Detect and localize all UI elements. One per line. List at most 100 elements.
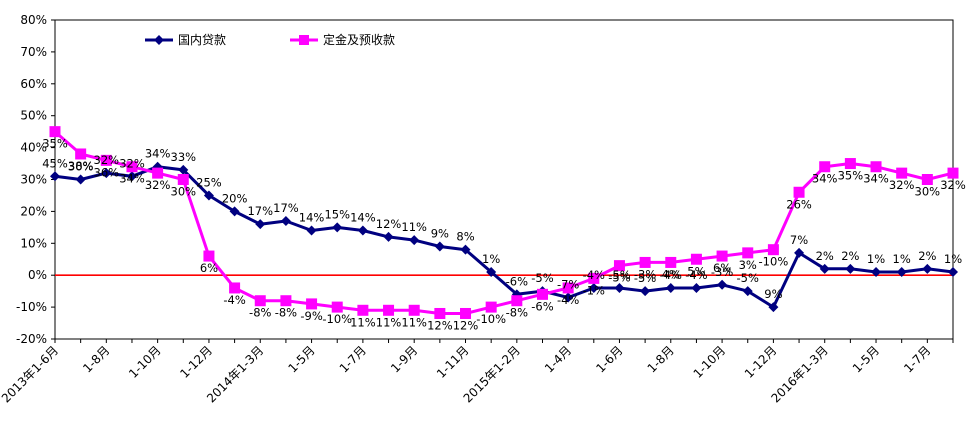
data-label: -4% bbox=[223, 293, 245, 307]
data-point-diamond bbox=[871, 267, 882, 278]
data-point-square bbox=[536, 288, 548, 300]
y-axis: -20% -10% 0% 10% 20% 30% 40% 50% 60% 70% 80% bbox=[16, 13, 55, 346]
data-label: 2% bbox=[816, 249, 834, 263]
data-point-diamond bbox=[588, 282, 599, 293]
legend-marker-square bbox=[299, 35, 309, 45]
data-label: 8% bbox=[456, 230, 474, 244]
data-labels: 45% 30% 32% 32%34% 33%25%20%17% 17%14% 15% 14% 1… bbox=[42, 137, 966, 333]
data-point-square bbox=[947, 167, 959, 179]
data-point-diamond bbox=[357, 225, 368, 236]
data-label: 38% bbox=[68, 159, 94, 173]
data-label: 11% bbox=[376, 315, 402, 329]
data-point-diamond bbox=[280, 215, 291, 226]
data-point-diamond bbox=[794, 247, 805, 258]
data-point-square bbox=[331, 301, 343, 313]
data-label: 35% bbox=[42, 137, 68, 151]
data-point-diamond bbox=[75, 174, 86, 185]
data-label: 12% bbox=[376, 217, 402, 231]
data-label: -3% bbox=[711, 265, 733, 279]
data-point-diamond bbox=[50, 171, 60, 182]
legend-label: 定金及预收款 bbox=[323, 32, 395, 47]
data-label: 7% bbox=[790, 233, 808, 247]
data-label: 33% bbox=[171, 150, 197, 164]
data-point-diamond bbox=[640, 286, 651, 297]
data-point-diamond bbox=[255, 219, 266, 230]
data-label: -10% bbox=[759, 255, 789, 269]
data-label: 25% bbox=[196, 175, 222, 189]
data-point-square bbox=[49, 126, 61, 138]
y-tick-label: 60% bbox=[20, 77, 47, 91]
data-point-square bbox=[511, 295, 523, 307]
data-label: 1% bbox=[944, 252, 962, 266]
data-point-diamond bbox=[948, 267, 958, 278]
data-label: 12% bbox=[453, 318, 479, 332]
data-point-square bbox=[177, 174, 189, 185]
data-point-square bbox=[152, 167, 164, 179]
data-label: 30% bbox=[171, 185, 197, 199]
y-tick-label: 20% bbox=[20, 204, 47, 218]
data-label: 35% bbox=[838, 169, 864, 183]
data-point-diamond bbox=[409, 235, 420, 246]
data-point-square bbox=[742, 247, 754, 259]
data-label: 32% bbox=[889, 178, 915, 192]
data-point-square bbox=[254, 295, 266, 307]
data-label: -4% bbox=[583, 268, 605, 282]
legend-marker-diamond bbox=[154, 35, 164, 45]
data-point-square bbox=[383, 304, 395, 316]
data-point-diamond bbox=[563, 292, 574, 303]
data-point-square bbox=[100, 154, 112, 166]
data-label: 1% bbox=[482, 252, 500, 266]
data-label: -8% bbox=[249, 306, 271, 320]
data-label: -6% bbox=[531, 299, 553, 313]
y-tick-label: 70% bbox=[20, 45, 47, 59]
data-label: 1% bbox=[867, 252, 885, 266]
data-point-square bbox=[613, 260, 625, 272]
y-tick-label: -10% bbox=[16, 300, 47, 314]
data-label: 3% bbox=[739, 258, 757, 272]
data-label: 26% bbox=[786, 197, 812, 211]
data-point-diamond bbox=[178, 164, 189, 175]
y-tick-label: 10% bbox=[20, 236, 47, 250]
data-label: -4% bbox=[685, 268, 707, 282]
data-label: 32% bbox=[145, 178, 171, 192]
legend: 国内贷款 定金及预收款 bbox=[145, 32, 395, 47]
data-point-square bbox=[716, 250, 728, 262]
data-point-square bbox=[921, 174, 933, 185]
data-label: -5% bbox=[608, 268, 630, 282]
y-tick-label: -20% bbox=[16, 332, 47, 346]
data-label: 9% bbox=[431, 226, 449, 240]
data-point-square bbox=[793, 186, 805, 198]
data-label: 6% bbox=[713, 261, 731, 275]
data-point-square bbox=[690, 253, 702, 265]
data-point-diamond bbox=[383, 231, 394, 242]
data-label: 9% bbox=[764, 287, 782, 301]
data-point-diamond bbox=[614, 282, 625, 293]
y-tick-label: 40% bbox=[20, 141, 47, 155]
y-tick-label: 80% bbox=[20, 13, 47, 27]
data-label: 6% bbox=[200, 261, 218, 275]
data-label: 11% bbox=[401, 220, 427, 234]
data-point-square bbox=[434, 307, 446, 319]
data-point-square bbox=[896, 167, 908, 179]
data-point-diamond bbox=[819, 263, 830, 274]
data-point-square bbox=[280, 295, 292, 307]
data-point-diamond bbox=[229, 206, 240, 217]
data-label: 45% bbox=[42, 156, 68, 170]
data-point-square bbox=[460, 307, 472, 319]
data-label: -5% bbox=[737, 271, 759, 285]
data-label: -8% bbox=[506, 306, 528, 320]
data-point-square bbox=[203, 250, 215, 262]
data-label: -4% bbox=[557, 293, 579, 307]
data-label: 5% bbox=[687, 264, 705, 278]
data-point-diamond bbox=[691, 282, 702, 293]
data-label: -9% bbox=[300, 309, 322, 323]
data-label: 36% bbox=[94, 165, 120, 179]
data-point-diamond bbox=[203, 190, 214, 201]
data-point-diamond bbox=[460, 244, 471, 255]
data-label: 11% bbox=[401, 315, 427, 329]
data-label: 20% bbox=[222, 191, 248, 205]
data-point-square bbox=[229, 282, 241, 294]
data-point-square bbox=[767, 244, 779, 256]
data-label: -8% bbox=[275, 306, 297, 320]
